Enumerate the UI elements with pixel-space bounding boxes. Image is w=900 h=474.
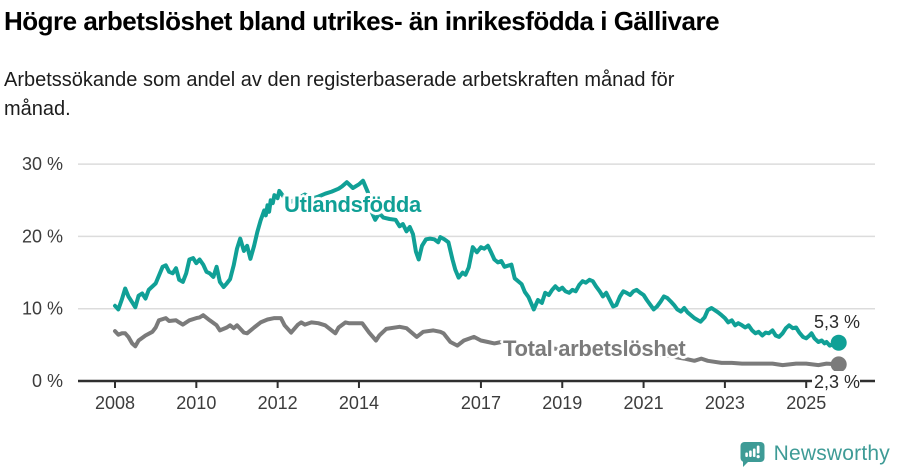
y-tick-label: 0 % — [32, 371, 63, 391]
newsworthy-logo[interactable]: Newsworthy — [739, 440, 890, 467]
x-tick-label: 2008 — [95, 393, 135, 413]
series-label-utlandsfodda: Utlandsfödda — [284, 192, 421, 217]
series-label-total-arbetsloshet: Total arbetslöshet — [503, 336, 686, 361]
y-tick-label: 20 % — [22, 226, 63, 246]
x-tick-label: 2012 — [258, 393, 298, 413]
x-tick-label: 2014 — [339, 393, 379, 413]
newsworthy-bubble-chart-icon — [740, 442, 765, 467]
x-tick-label: 2021 — [624, 393, 664, 413]
y-tick-label: 10 % — [22, 299, 63, 319]
end-value-label-total: 2,3 % — [812, 371, 861, 394]
x-tick-label: 2023 — [705, 393, 745, 413]
series-line-total-arbetsl-shet — [113, 313, 841, 368]
newsworthy-wordmark: Newsworthy — [773, 441, 890, 465]
subtitle-line-1: Arbetssökande som andel av den registerb… — [4, 69, 675, 91]
y-tick-label: 30 % — [22, 154, 63, 174]
x-tick-label: 2019 — [542, 393, 582, 413]
series-end-dot-utlandsf-dda — [830, 334, 847, 351]
page-title: Högre arbetslöshet bland utrikes- än inr… — [4, 6, 720, 36]
series-line-utlandsf-dda — [113, 178, 841, 348]
end-value-label-utlandsfodda: 5,3 % — [813, 312, 860, 332]
x-tick-label: 2010 — [176, 393, 216, 413]
chart-subtitle: Arbetssökande som andel av den registerb… — [4, 66, 864, 124]
x-tick-label: 2017 — [461, 393, 501, 413]
subtitle-line-2: månad. — [4, 98, 71, 120]
series-end-dot-total-arbetsl-shet — [830, 356, 847, 373]
x-tick-label: 2025 — [786, 393, 826, 413]
